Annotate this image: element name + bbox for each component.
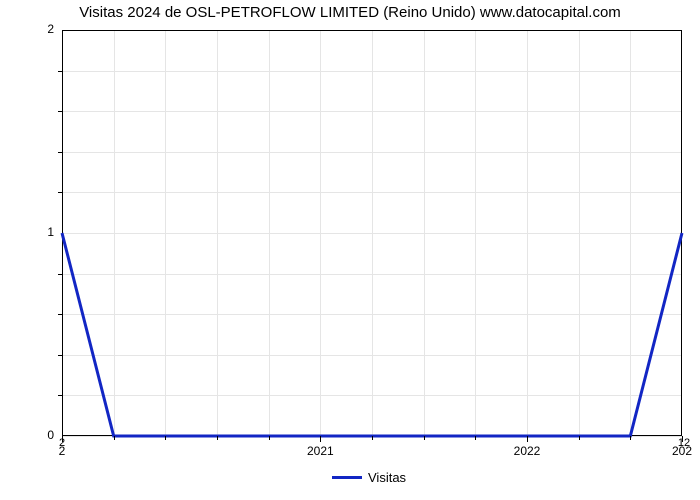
y-minor-tick [58,395,62,396]
x-minor-tick [114,436,115,440]
plot-area [62,30,682,436]
y-tick-label: 1 [32,225,54,239]
x-minor-tick [579,436,580,440]
x-tick-label: 2021 [290,444,350,458]
y-minor-tick [58,314,62,315]
y-tick-label: 2 [32,22,54,36]
x-tick-mark [527,436,528,442]
x-tick-mark [320,436,321,442]
x-minor-tick [217,436,218,440]
legend-label: Visitas [368,470,406,485]
y-minor-tick [58,71,62,72]
y-tick-label: 0 [32,428,54,442]
y-minor-tick [58,274,62,275]
y-minor-tick [58,111,62,112]
x-minor-tick [372,436,373,440]
x-edge-right: 12 [672,437,696,449]
x-minor-tick [165,436,166,440]
legend: Visitas [332,470,406,485]
x-minor-tick [269,436,270,440]
chart-title: Visitas 2024 de OSL-PETROFLOW LIMITED (R… [0,4,700,21]
chart-container: Visitas 2024 de OSL-PETROFLOW LIMITED (R… [0,0,700,500]
x-minor-tick [475,436,476,440]
x-minor-tick [424,436,425,440]
series-line [62,30,682,436]
x-tick-label: 2022 [497,444,557,458]
y-minor-tick [58,355,62,356]
x-edge-left: 2 [52,437,72,449]
x-minor-tick [630,436,631,440]
y-minor-tick [58,152,62,153]
y-minor-tick [58,192,62,193]
legend-swatch [332,476,362,479]
